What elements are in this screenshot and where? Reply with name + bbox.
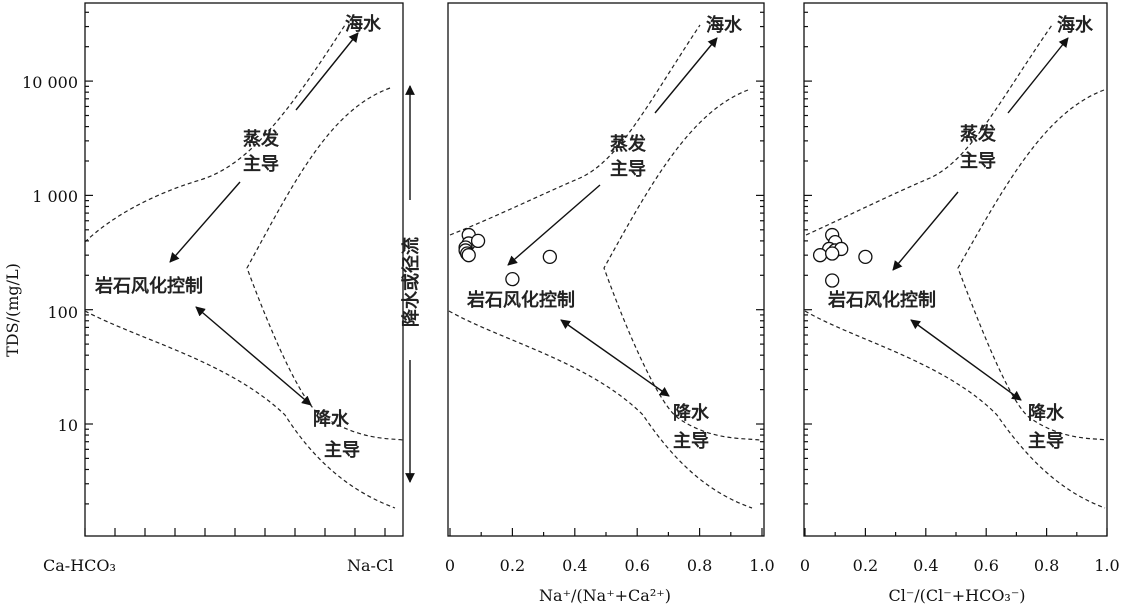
panel-2-rock-label: 岩石风化控制 — [466, 289, 575, 311]
panel-1-precip-label-1: 降水 — [313, 408, 350, 430]
panel-3-evap-label-1: 蒸发 — [960, 123, 997, 145]
panel-3-x-ticks: 0 0.2 0.4 0.6 0.8 1.0 — [800, 528, 1120, 575]
panel-3-upper-boundary — [805, 24, 1053, 236]
panel-2-frame — [447, 2, 765, 537]
panel-2-evap-arrow — [654, 37, 718, 114]
panel-3-rock-label: 岩石风化控制 — [827, 289, 936, 311]
y-tick-label-10: 10 — [58, 416, 78, 435]
data-point — [858, 249, 873, 264]
y-tick-label-10000: 10 000 — [22, 73, 78, 92]
panel-1-upper-boundary — [84, 24, 346, 243]
panel-2-x-ticks: 0 0.2 0.4 0.6 0.8 1.0 — [445, 528, 775, 575]
panel-3-x-axis-label: Cl⁻/(Cl⁻+HCO₃⁻) — [888, 586, 1025, 605]
panel-3-evap-to-rock-arrow — [892, 191, 959, 271]
side-runoff-label: 降水或径流 — [400, 237, 422, 327]
panel-2-precip-label-1: 降水 — [673, 402, 710, 424]
panel-1-evap-label-2: 主导 — [243, 153, 279, 175]
y-axis-label: TDS/(mg/L) — [3, 263, 22, 357]
x-tick-label: 0.6 — [973, 556, 998, 575]
x-tick-label: 1.0 — [1094, 556, 1119, 575]
panel-1-sea-label: 海水 — [345, 13, 382, 35]
data-point — [542, 249, 557, 264]
data-point — [812, 248, 828, 263]
x-label-na-cl: Na-Cl — [347, 556, 393, 575]
x-tick-label: 0.2 — [853, 556, 878, 575]
panel-1-rock-label: 岩石风化控制 — [94, 275, 203, 297]
panel-2-evap-label-2: 主导 — [610, 158, 646, 180]
panel-2-precip-label-2: 主导 — [673, 430, 709, 452]
data-point — [470, 233, 486, 249]
panel-2-right-ticks — [756, 11, 764, 505]
panel-1-lower-boundary — [84, 310, 396, 509]
panel-2-evap-to-rock-arrow — [507, 184, 601, 266]
panel-3-evap-label-2: 主导 — [960, 150, 996, 172]
panel-cl-ratio: 海水 蒸发 主导 岩石风化控制 降水 主导 0 0.2 0.4 0.6 0.8 1.0 C… — [800, 2, 1120, 605]
x-tick-label: 0.8 — [1034, 556, 1059, 575]
data-point — [461, 248, 476, 263]
panel-1-precip-label-2: 主导 — [324, 439, 360, 461]
panel-3-rock-precip-arrow — [910, 319, 1022, 401]
data-point — [505, 272, 520, 287]
panel-3-precip-label-2: 主导 — [1028, 430, 1064, 452]
x-tick-label: 0.4 — [913, 556, 938, 575]
data-point — [825, 273, 840, 288]
panel-3-evap-arrow — [1007, 37, 1069, 114]
panel-1-evap-arrow — [295, 32, 359, 111]
panel-2-sea-label: 海水 — [706, 14, 743, 36]
panel-2-x-axis-label: Na⁺/(Na⁺+Ca²⁺) — [539, 586, 671, 605]
panel-3-sea-label: 海水 — [1057, 14, 1094, 36]
data-point — [825, 246, 840, 261]
panel-2-lower-boundary — [448, 310, 753, 509]
panel-3-points — [812, 227, 873, 288]
x-label-ca-hco3: Ca-HCO₃ — [43, 556, 116, 575]
panel-1-evap-label-1: 蒸发 — [243, 128, 280, 150]
x-tick-label: 0.6 — [624, 556, 649, 575]
panel-1-rock-precip-arrow — [195, 306, 312, 406]
panel-3-frame — [803, 2, 1108, 537]
x-tick-label: 0.4 — [562, 556, 587, 575]
panel-2-points — [458, 227, 557, 287]
y-tick-label-1000: 1 000 — [32, 187, 78, 206]
panel-2-evap-label-1: 蒸发 — [610, 133, 647, 155]
panel-3-lower-boundary — [804, 310, 1106, 509]
panel-na-ratio: 海水 蒸发 主导 岩石风化控制 降水 主导 降水或径流 0 0.2 0.4 0.6 0.… — [400, 2, 775, 605]
x-tick-label: 0.2 — [500, 556, 525, 575]
panel-3-left-ticks — [804, 11, 812, 505]
panel-1-evap-to-rock-arrow — [169, 181, 241, 263]
panel-ion-type: 海水 蒸发 主导 岩石风化控制 降水 主导 TDS/(mg/L) 10 000 … — [3, 2, 404, 575]
x-tick-label: 0.8 — [687, 556, 712, 575]
x-tick-label: 0 — [445, 556, 455, 575]
y-axis-ticks — [85, 11, 93, 505]
panel-1-x-ticks — [84, 528, 386, 536]
x-tick-label: 1.0 — [749, 556, 774, 575]
y-tick-label-100: 100 — [47, 303, 78, 322]
x-tick-label: 0 — [800, 556, 810, 575]
panel-2-upper-boundary — [449, 24, 701, 236]
panel-1-frame — [84, 2, 404, 537]
panel-3-precip-label-1: 降水 — [1028, 402, 1065, 424]
panel-2-rock-precip-arrow — [560, 319, 670, 397]
